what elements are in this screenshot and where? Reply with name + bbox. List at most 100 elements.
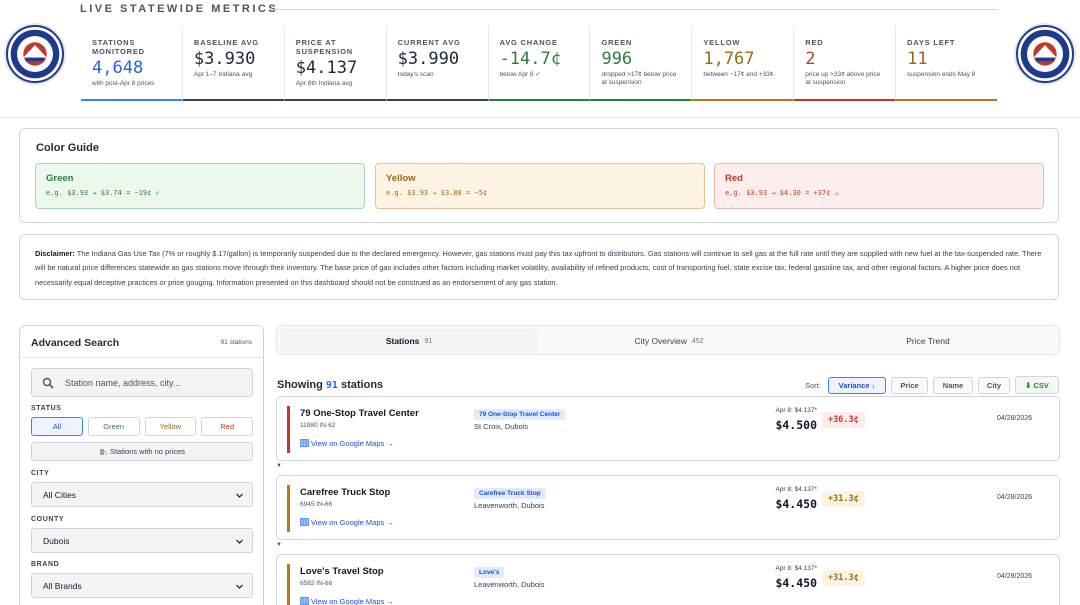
showing-suffix: stations — [341, 379, 384, 391]
variance-badge: +36.3¢ — [822, 412, 865, 428]
station-address: 11980 IN-62 — [300, 422, 336, 429]
sidebar-divider — [20, 357, 263, 358]
google-maps-link[interactable]: View on Google Maps → — [300, 597, 394, 605]
station-row[interactable]: Love's Travel Stop 6582 IN-66 View on Go… — [276, 554, 1060, 605]
metric-value: $3.990 — [397, 49, 460, 69]
google-maps-label: View on Google Maps → — [311, 597, 394, 605]
search-input[interactable] — [65, 377, 245, 388]
scan-date: 04/28/2026 — [997, 494, 1033, 501]
metric-value: 996 — [601, 49, 633, 69]
metric-subtext: dropped >17¢ below price at suspension — [601, 71, 677, 86]
metric-subtext: below Apr 8 ✓ — [499, 71, 541, 78]
expand-caret-icon[interactable]: ▼ — [276, 463, 282, 469]
brand-badge: Carefree Truck Stop — [474, 488, 546, 499]
metric-subtext: between −17¢ and +33¢ — [703, 71, 774, 78]
no-prices-toggle[interactable]: Stations with no prices — [31, 442, 253, 461]
disclaimer: Disclaimer: The Indiana Gas Use Tax (7% … — [19, 234, 1059, 300]
metric-label: CURRENT AVG — [397, 38, 461, 47]
station-row[interactable]: 79 One-Stop Travel Center 11980 IN-62 Vi… — [276, 396, 1060, 461]
sort-label: Sort: — [805, 381, 821, 390]
station-row[interactable]: Carefree Truck Stop 6945 IN-66 View on G… — [276, 475, 1060, 540]
map-icon — [300, 518, 309, 526]
map-icon — [300, 597, 309, 605]
metric-label: RED — [805, 38, 824, 47]
status-red-button[interactable]: Red — [201, 417, 253, 436]
city-label: CITY — [31, 470, 50, 477]
tab-city-overview[interactable]: City Overview 452 — [540, 329, 798, 353]
status-bar — [287, 485, 290, 532]
county-select[interactable]: Dubois — [31, 528, 253, 553]
metric-label: GREEN — [601, 38, 633, 47]
no-prices-label: Stations with no prices — [109, 447, 186, 456]
metric-stations-monitored: STATIONS MONITORED 4,648 with post-Apr 8 p… — [81, 26, 183, 101]
google-maps-link[interactable]: View on Google Maps → — [300, 518, 394, 527]
tab-stations-count: 91 — [424, 337, 433, 345]
disclaimer-text: The Indiana Gas Use Tax (7% or roughly $… — [35, 249, 1042, 287]
brand-select[interactable]: All Brands — [31, 573, 253, 598]
sort-variance-button[interactable]: Variance ↓ — [828, 377, 886, 394]
metric-yellow: YELLOW 1,767 between −17¢ and +33¢ — [692, 26, 795, 101]
status-bar — [287, 406, 290, 453]
metric-value: $4.137 — [295, 58, 358, 78]
metric-green: GREEN 996 dropped >17¢ below price at susp… — [590, 26, 693, 101]
apr8-price: Apr 8: $4.137* — [775, 565, 817, 572]
tab-city-overview-count: 452 — [691, 337, 704, 345]
guide-yellow-name: Yellow — [386, 173, 416, 184]
scan-date: 04/28/2026 — [997, 573, 1033, 580]
guide-card-yellow: Yellow e.g. $3.93 → $3.88 = −5¢ — [375, 163, 705, 209]
metric-label: AVG CHANGE — [499, 38, 558, 47]
sort-city-button[interactable]: City — [978, 377, 1010, 394]
status-green-button[interactable]: Green — [87, 417, 140, 436]
view-tabs: Stations 91 City Overview 452 Price Tren… — [276, 325, 1060, 355]
station-city: Leavenworth, Dubois — [474, 580, 545, 589]
csv-download-button[interactable]: ⬇ CSV — [1015, 376, 1059, 394]
apr8-price: Apr 8: $4.137* — [775, 407, 817, 414]
chevron-down-icon — [236, 539, 243, 544]
city-select[interactable]: All Cities — [31, 482, 253, 507]
metric-value: $3.930 — [193, 49, 256, 69]
status-yellow-button[interactable]: Yellow — [144, 417, 197, 436]
color-guide-title: Color Guide — [36, 142, 99, 154]
metric-value: -14.7¢ — [499, 49, 561, 69]
metric-label: STATIONS MONITORED — [92, 38, 145, 56]
metric-avg-change: AVG CHANGE -14.7¢ below Apr 8 ✓ — [488, 26, 591, 101]
status-all-button[interactable]: All — [31, 417, 83, 436]
showing-count: Showing 91 stations — [277, 379, 383, 391]
tab-city-overview-label: City Overview — [634, 336, 687, 346]
tab-price-trend[interactable]: Price Trend — [799, 329, 1057, 353]
guide-card-green: Green e.g. $3.93 → $3.74 = −19¢ ✓ — [35, 163, 365, 209]
google-maps-label: View on Google Maps → — [311, 518, 394, 527]
guide-red-example: e.g. $3.93 → $4.30 = +37¢ ⚠ — [725, 189, 839, 197]
metric-value: 11 — [907, 49, 928, 69]
tab-stations-label: Stations — [385, 336, 420, 346]
current-price: $4.450 — [775, 497, 817, 511]
station-city: St Croix, Dubois — [474, 422, 529, 431]
sort-price-button[interactable]: Price — [891, 377, 928, 394]
state-seal-logo-left — [6, 25, 64, 83]
metric-price-at-suspension: PRICE AT SUSPENSION $4.137 Apr 8th Indiana… — [284, 26, 387, 101]
showing-number: 91 — [325, 380, 338, 391]
advanced-search-panel: Advanced Search 91 stations STATUS All G… — [19, 325, 264, 605]
guide-card-red: Red e.g. $3.93 → $4.30 = +37¢ ⚠ — [714, 163, 1044, 209]
brand-select-value: All Brands — [43, 580, 82, 591]
status-label: STATUS — [31, 405, 62, 412]
tab-price-trend-label: Price Trend — [906, 336, 950, 346]
search-box[interactable] — [31, 368, 253, 397]
metric-subtext: today's scan — [397, 71, 434, 78]
tab-stations[interactable]: Stations 91 — [280, 329, 538, 353]
metric-label: DAYS LEFT — [907, 38, 956, 47]
expand-caret-icon[interactable]: ▼ — [276, 542, 282, 548]
metric-subtext: suspension ends May 8 — [907, 71, 976, 78]
current-price: $4.450 — [775, 576, 817, 590]
guide-green-name: Green — [46, 173, 74, 184]
status-bar — [287, 564, 290, 605]
sort-name-button[interactable]: Name — [933, 377, 973, 394]
metric-days-left: DAYS LEFT 11 suspension ends May 8 — [896, 26, 998, 101]
county-label: COUNTY — [31, 516, 65, 523]
metric-value: 4,648 — [92, 58, 144, 78]
metric-label: BASELINE AVG — [193, 38, 259, 47]
status-filter: All Green Yellow Red — [31, 417, 253, 436]
google-maps-link[interactable]: View on Google Maps → — [300, 439, 394, 448]
header-divider — [0, 117, 1080, 118]
metric-current-avg: CURRENT AVG $3.990 today's scan — [386, 26, 489, 101]
